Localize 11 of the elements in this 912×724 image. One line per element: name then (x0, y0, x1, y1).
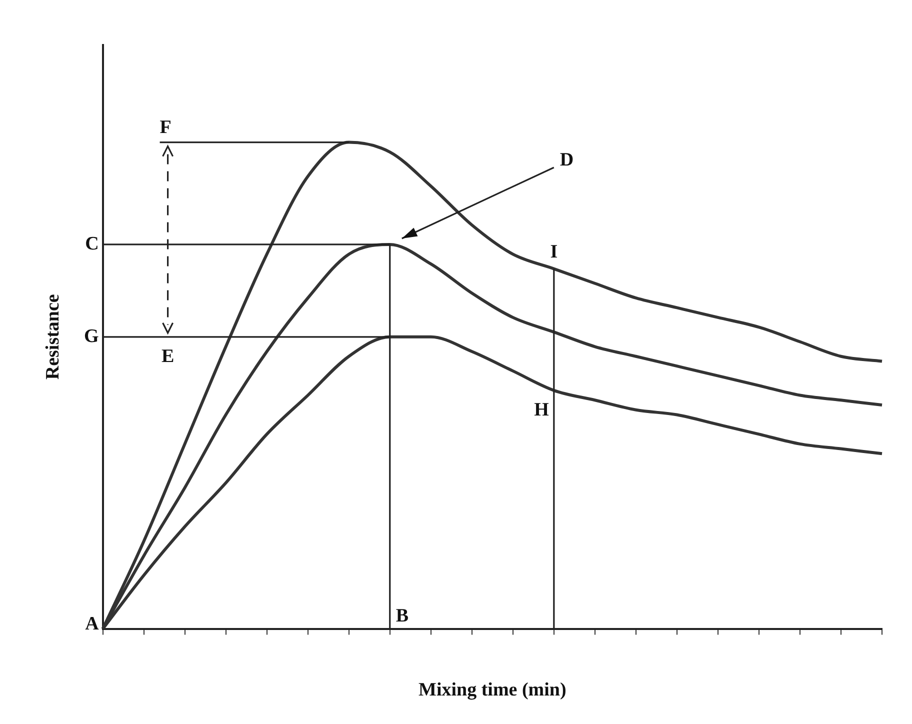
text: A (85, 614, 100, 635)
ref-line-label: G (84, 326, 100, 347)
annotation: I (550, 242, 558, 263)
annotation: E (161, 346, 174, 367)
annotation: D (560, 149, 574, 170)
y-axis-title: Resistance (42, 294, 64, 380)
ref-line-label: F (160, 117, 172, 138)
ref-line-label: C (85, 233, 99, 254)
annotation: H (534, 399, 550, 420)
annotation: B (396, 606, 409, 627)
x-axis-title: Mixing time (min) (418, 680, 566, 701)
